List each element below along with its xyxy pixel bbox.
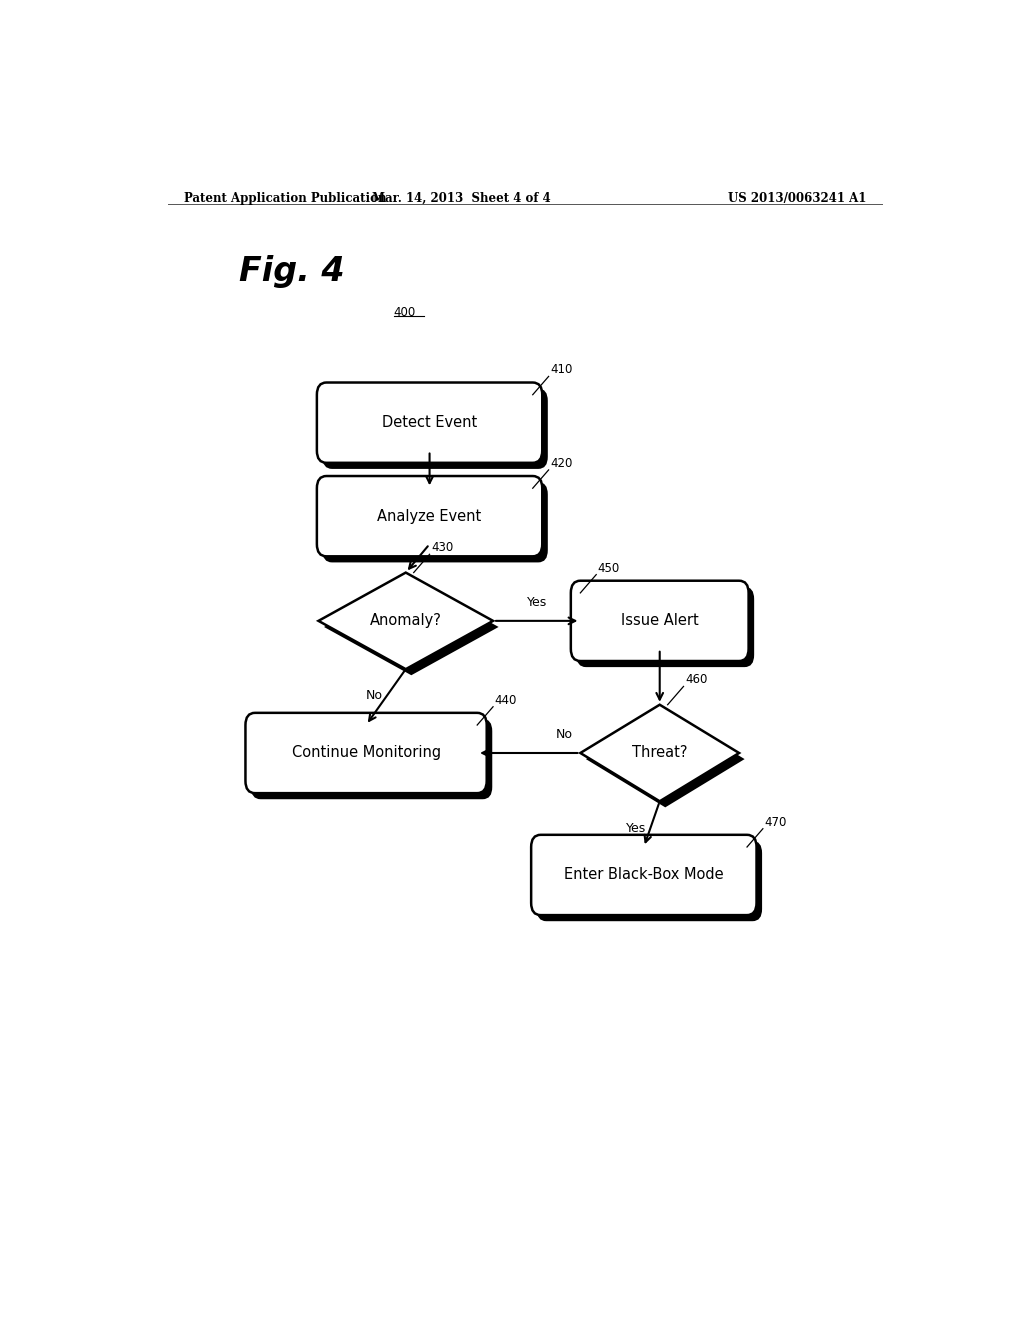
Text: Threat?: Threat? bbox=[632, 746, 687, 760]
Text: 470: 470 bbox=[765, 816, 786, 829]
Text: Analyze Event: Analyze Event bbox=[378, 508, 481, 524]
Text: No: No bbox=[556, 727, 573, 741]
Text: Yes: Yes bbox=[626, 821, 646, 834]
Polygon shape bbox=[318, 573, 494, 669]
Text: Enter Black-Box Mode: Enter Black-Box Mode bbox=[564, 867, 724, 883]
FancyBboxPatch shape bbox=[251, 719, 493, 799]
Text: Mar. 14, 2013  Sheet 4 of 4: Mar. 14, 2013 Sheet 4 of 4 bbox=[372, 191, 551, 205]
Text: 410: 410 bbox=[550, 363, 572, 376]
Text: Yes: Yes bbox=[526, 595, 547, 609]
Text: No: No bbox=[366, 689, 383, 702]
Text: Anomaly?: Anomaly? bbox=[370, 614, 441, 628]
Text: 460: 460 bbox=[685, 673, 708, 686]
Text: Detect Event: Detect Event bbox=[382, 416, 477, 430]
FancyBboxPatch shape bbox=[316, 383, 543, 463]
Text: Continue Monitoring: Continue Monitoring bbox=[292, 746, 440, 760]
FancyBboxPatch shape bbox=[316, 477, 543, 556]
Text: Fig. 4: Fig. 4 bbox=[240, 255, 345, 288]
Text: 440: 440 bbox=[495, 694, 517, 706]
FancyBboxPatch shape bbox=[323, 482, 548, 562]
Text: US 2013/0063241 A1: US 2013/0063241 A1 bbox=[728, 191, 866, 205]
FancyBboxPatch shape bbox=[323, 388, 548, 469]
Text: 400: 400 bbox=[394, 306, 416, 318]
FancyBboxPatch shape bbox=[577, 587, 754, 667]
FancyBboxPatch shape bbox=[537, 841, 762, 921]
Polygon shape bbox=[586, 710, 744, 808]
Text: 420: 420 bbox=[550, 457, 572, 470]
FancyBboxPatch shape bbox=[570, 581, 749, 661]
Text: 450: 450 bbox=[598, 561, 621, 574]
Text: Issue Alert: Issue Alert bbox=[621, 614, 698, 628]
FancyBboxPatch shape bbox=[246, 713, 486, 793]
Polygon shape bbox=[324, 578, 499, 676]
FancyBboxPatch shape bbox=[531, 834, 757, 915]
Polygon shape bbox=[581, 705, 739, 801]
Text: Patent Application Publication: Patent Application Publication bbox=[183, 191, 386, 205]
Text: 430: 430 bbox=[431, 541, 454, 554]
